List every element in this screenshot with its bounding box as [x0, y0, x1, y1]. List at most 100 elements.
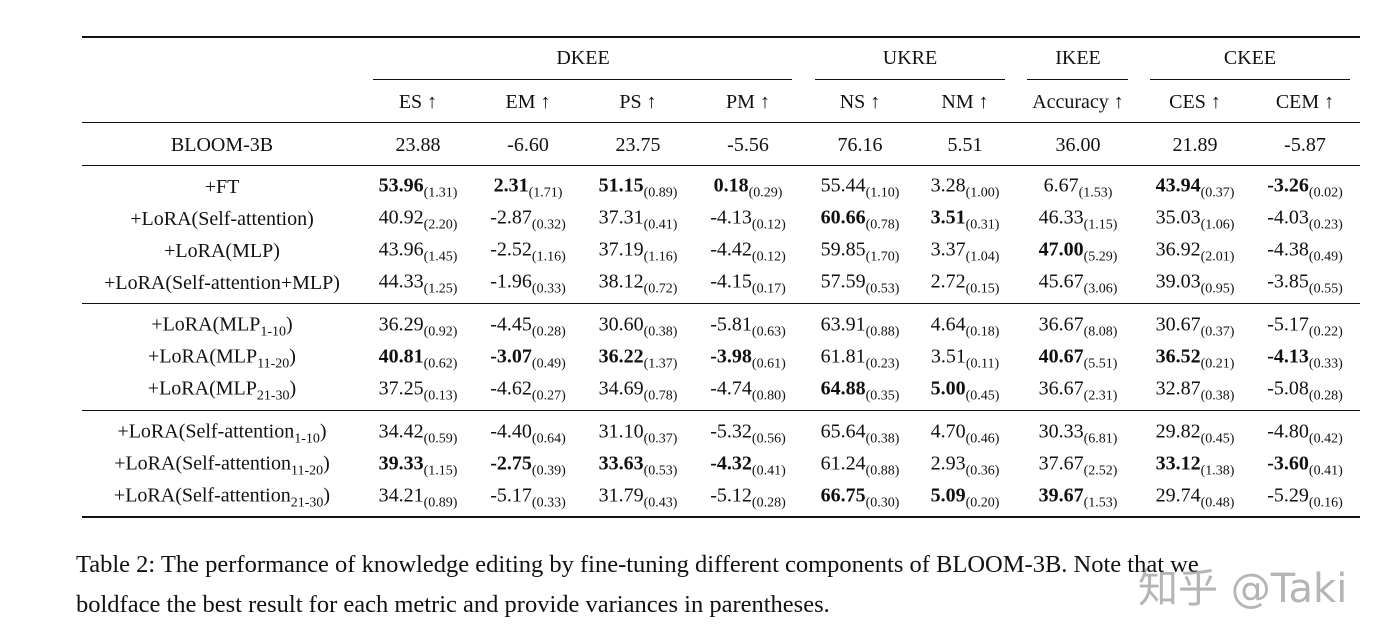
- cell-variance: (1.70): [865, 249, 900, 265]
- cell: 59.85(1.70): [821, 238, 900, 265]
- cell-variance: (1.04): [965, 249, 1000, 265]
- cell: 36.29(0.92): [379, 313, 458, 340]
- cell-variance: (0.28): [1308, 388, 1343, 404]
- cell-variance: (1.53): [1078, 185, 1113, 201]
- cell-variance: (1.15): [423, 463, 458, 479]
- cell-value: -4.74: [710, 377, 752, 400]
- cell: -3.07(0.49): [490, 345, 566, 372]
- cell-value: 35.03: [1155, 206, 1201, 229]
- cell: -5.12(0.28): [710, 484, 786, 511]
- cell: -3.26(0.02): [1267, 174, 1343, 201]
- cell-value: 23.88: [395, 134, 441, 156]
- cell-value: 6.67: [1043, 174, 1079, 197]
- cell-value: 3.51: [930, 206, 966, 229]
- cell: 60.66(0.78): [821, 206, 900, 233]
- cell: -5.08(0.28): [1267, 377, 1343, 404]
- rule: [82, 165, 1360, 166]
- cell-value: 63.91: [820, 313, 866, 336]
- cell: 36.67(2.31): [1039, 377, 1118, 404]
- cell: 31.10(0.37): [599, 420, 678, 447]
- cell-variance: (0.42): [1308, 431, 1343, 447]
- cell-value: 36.00: [1055, 134, 1101, 156]
- row-label: +LoRA(Self-attention+MLP): [104, 271, 340, 295]
- cell: 2.72(0.15): [931, 270, 1000, 297]
- label-text: +LoRA(Self-attention): [130, 208, 314, 230]
- cell-variance: (0.28): [531, 324, 566, 340]
- cell: -5.56: [727, 133, 769, 157]
- cell-variance: (0.88): [865, 324, 900, 340]
- watermark: 知乎 @Taki: [1138, 566, 1348, 612]
- cell-value: -3.98: [710, 345, 752, 368]
- cell-value: 3.51: [930, 345, 966, 368]
- cell-variance: (0.29): [748, 185, 783, 201]
- cell-value: 36.67: [1038, 377, 1084, 400]
- cell: 66.75(0.30): [821, 484, 900, 511]
- cell-value: 60.66: [820, 206, 866, 229]
- cell-variance: (1.16): [531, 249, 566, 265]
- cell: -4.32(0.41): [710, 452, 786, 479]
- cell: 43.96(1.45): [379, 238, 458, 265]
- column-header: NM ↑: [941, 91, 989, 113]
- cell-variance: (0.33): [1308, 356, 1343, 372]
- cell-value: 4.64: [930, 313, 966, 336]
- cell-variance: (1.53): [1083, 495, 1118, 511]
- cell-value: 65.64: [820, 420, 866, 443]
- cell: 33.63(0.53): [599, 452, 678, 479]
- cell: 39.67(1.53): [1039, 484, 1118, 511]
- cell-value: 5.00: [930, 377, 966, 400]
- cell-variance: (0.22): [1308, 324, 1343, 340]
- cell-variance: (0.78): [643, 388, 678, 404]
- cell-value: 32.87: [1155, 377, 1201, 400]
- group-header: CKEE: [1223, 47, 1277, 69]
- cell-variance: (0.37): [1200, 185, 1235, 201]
- column-header: PS ↑: [619, 91, 657, 113]
- cell-value: 45.67: [1038, 270, 1084, 293]
- row-label: +LoRA(Self-attention11-20): [114, 452, 330, 479]
- label-text: ): [289, 377, 297, 400]
- cell: 3.28(1.00): [931, 174, 1000, 201]
- cell: 36.92(2.01): [1156, 238, 1235, 265]
- cell-value: 34.42: [378, 420, 424, 443]
- cell-variance: (0.32): [531, 217, 566, 233]
- cell: 6.67(1.53): [1044, 174, 1113, 201]
- cell-value: 51.15: [598, 174, 644, 197]
- cell: -2.75(0.39): [490, 452, 566, 479]
- label-text: +LoRA(Self-attention: [117, 420, 295, 443]
- cell-variance: (0.89): [423, 495, 458, 511]
- cell: -3.85(0.55): [1267, 270, 1343, 297]
- cell-value: -3.07: [490, 345, 532, 368]
- cell: 5.09(0.20): [931, 484, 1000, 511]
- cell-variance: (2.01): [1200, 249, 1235, 265]
- cell-value: -5.29: [1267, 484, 1309, 507]
- label-text: +LoRA(Self-attention: [114, 452, 291, 475]
- cell: -4.45(0.28): [490, 313, 566, 340]
- cell: 5.00(0.45): [931, 377, 1000, 404]
- label-text: ): [323, 484, 331, 507]
- cell-value: 66.75: [820, 484, 866, 507]
- rule: [82, 36, 1360, 38]
- label-subscript: 1-10: [260, 324, 287, 340]
- rule: [82, 410, 1360, 411]
- caption-line: Table 2: The performance of knowledge ed…: [76, 551, 1199, 578]
- row-label: +FT: [205, 175, 240, 199]
- cell-variance: (0.12): [751, 249, 786, 265]
- cell-value: -4.13: [710, 206, 752, 229]
- cell-variance: (2.52): [1083, 463, 1118, 479]
- rule: [815, 79, 1005, 80]
- cell-variance: (0.23): [1308, 217, 1343, 233]
- cell: 30.67(0.37): [1156, 313, 1235, 340]
- cell-value: 39.33: [378, 452, 424, 475]
- cell: 47.00(5.29): [1039, 238, 1118, 265]
- cell-variance: (0.72): [643, 281, 678, 297]
- cell-variance: (0.88): [865, 463, 900, 479]
- cell: -3.60(0.41): [1267, 452, 1343, 479]
- cell-value: 38.12: [598, 270, 644, 293]
- row-label: +LoRA(MLP11-20): [148, 345, 296, 372]
- label-subscript: 21-30: [256, 388, 290, 404]
- cell-value: -4.80: [1267, 420, 1309, 443]
- cell-variance: (0.28): [751, 495, 786, 511]
- rule: [373, 79, 792, 80]
- cell: 46.33(1.15): [1039, 206, 1118, 233]
- cell-value: 5.51: [947, 134, 983, 156]
- cell: 65.64(0.38): [821, 420, 900, 447]
